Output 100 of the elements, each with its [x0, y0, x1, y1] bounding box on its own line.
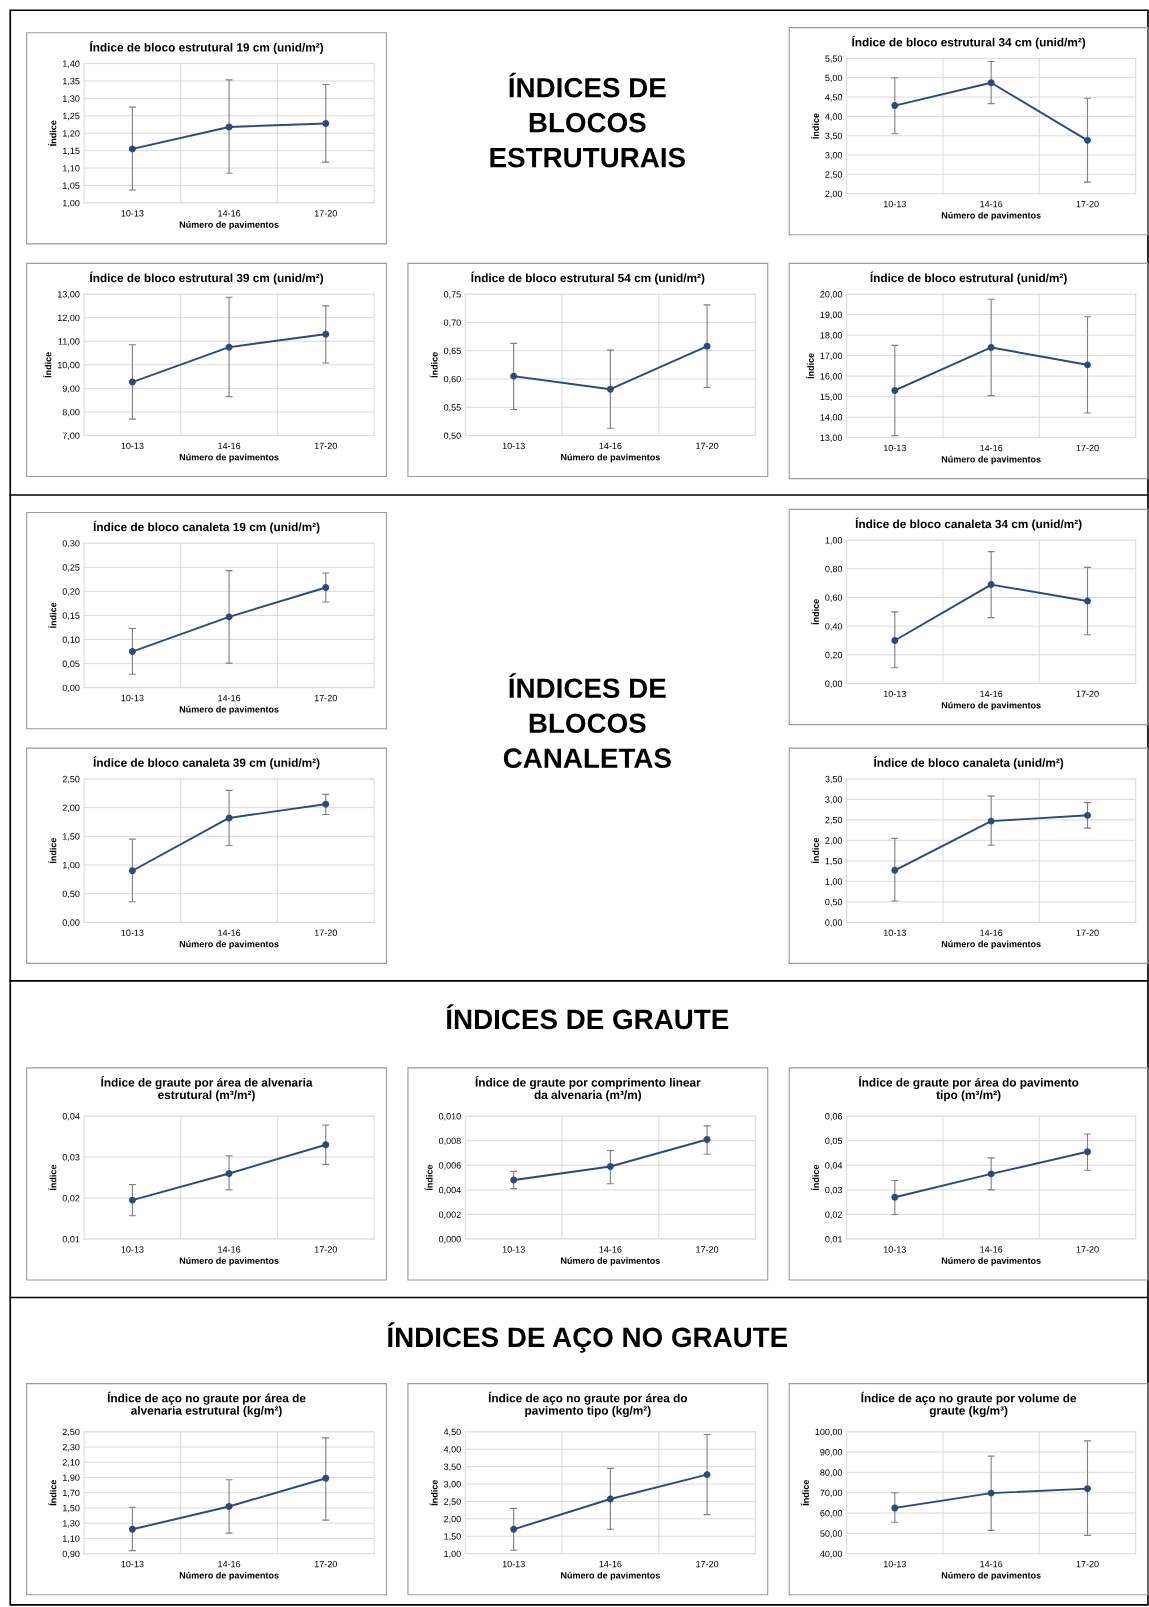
text: ÍNDICES DE BLOCOS ESTRUTURAIS: [490, 72, 685, 168]
x-tick-label: 10-13: [883, 200, 906, 208]
y-tick-label: 0,50: [62, 890, 80, 899]
x-tick-label: 10-13: [883, 1246, 906, 1253]
x-axis-title: Número de pavimentos: [179, 1571, 279, 1581]
y-tick-label: 0,06: [825, 1113, 843, 1121]
y-tick-label: 19,00: [820, 311, 843, 320]
x-tick-label: 10-13: [121, 694, 144, 702]
point: [322, 1474, 330, 1482]
point: [1084, 1485, 1091, 1493]
y-tick-label: 1,00: [63, 199, 80, 208]
point: [1084, 1148, 1091, 1156]
y-tick-label: 18,00: [820, 332, 843, 340]
x-tick-label: 10-13: [502, 1246, 525, 1253]
point: [322, 120, 330, 127]
y-tick-label: 2,50: [62, 775, 80, 784]
chart-title: Índice de bloco canaleta (unid/m²): [874, 756, 1064, 770]
x-axis-title: Número de pavimentos: [179, 1257, 279, 1266]
point: [891, 866, 899, 874]
x-axis-title: Número de pavimentos: [561, 1257, 660, 1266]
y-tick-label: 60,00: [820, 1510, 843, 1518]
x-axis-title: Número de pavimentos: [179, 705, 279, 715]
point: [987, 79, 995, 87]
y-tick-label: 0,55: [443, 404, 461, 412]
point: [128, 378, 136, 386]
y-tick-label: 2,00: [825, 837, 843, 845]
point: [322, 584, 330, 591]
y-tick-label: 0,90: [62, 1550, 80, 1559]
y-axis-title: Índice: [43, 352, 52, 378]
y-tick-label: 0,000: [438, 1236, 461, 1244]
y-tick-label: 3,00: [825, 152, 843, 160]
y-tick-label: 0,00: [62, 684, 80, 693]
point: [510, 1525, 518, 1533]
x-tick-label: 17-20: [696, 442, 719, 450]
x-tick-label: 14-16: [218, 1560, 241, 1568]
y-tick-label: 2,50: [825, 171, 843, 179]
x-axis-title: Número de pavimentos: [561, 453, 660, 463]
y-tick-label: 0,010: [438, 1113, 461, 1121]
point: [703, 1471, 711, 1479]
y-tick-label: 0,01: [825, 1236, 843, 1244]
y-tick-label: 0,20: [825, 651, 843, 660]
y-tick-label: 3,50: [825, 775, 843, 784]
point: [510, 1176, 518, 1184]
point: [891, 1504, 899, 1512]
x-tick-label: 17-20: [696, 1246, 719, 1253]
point: [1084, 811, 1091, 819]
point: [987, 581, 995, 589]
chart-title: Índice de bloco estrutural 54 cm (unid/m²): [471, 271, 705, 285]
y-tick-label: 1,20: [63, 130, 80, 138]
y-tick-label: 1,30: [63, 1520, 80, 1528]
y-tick-label: 2,00: [444, 1515, 461, 1524]
chart-title: Índice de aço no graute por volume de graute (kg/m³): [861, 1391, 1077, 1418]
y-tick-label: 0,15: [62, 612, 80, 620]
y-tick-label: 3,00: [825, 796, 843, 804]
x-axis-title: Número de pavimentos: [561, 1571, 660, 1581]
point: [225, 1170, 233, 1177]
y-tick-label: 1,50: [825, 857, 843, 866]
y-tick-label: 1,90: [63, 1474, 80, 1482]
point: [891, 637, 899, 645]
y-tick-label: 0,00: [825, 919, 843, 927]
y-tick-label: 80,00: [820, 1469, 843, 1477]
x-tick-label: 14-16: [980, 690, 1003, 698]
y-tick-label: 0,20: [62, 588, 80, 596]
y-tick-label: 13,00: [820, 434, 843, 443]
y-tick-label: 2,00: [825, 190, 843, 199]
point: [1084, 597, 1091, 605]
x-tick-label: 17-20: [314, 694, 337, 702]
chart-title: Índice de bloco estrutural 39 cm (unid/m²): [90, 271, 324, 285]
y-tick-label: 8,00: [62, 408, 80, 417]
x-tick-label: 14-16: [980, 929, 1003, 936]
y-tick-label: 0,01: [62, 1236, 80, 1244]
y-axis-title: Índice: [810, 599, 819, 625]
x-tick-label: 14-16: [218, 210, 241, 217]
y-tick-label: 3,00: [443, 1480, 461, 1489]
chart-title: Índice de aço no graute por área do pavimento tipo (kg/m²): [488, 1391, 688, 1418]
x-tick-label: 10-13: [883, 929, 906, 936]
text: ÍNDICES DE GRAUTE: [446, 1004, 729, 1030]
y-tick-label: 50,00: [820, 1530, 843, 1538]
y-axis-title: Índice: [48, 1164, 57, 1191]
x-axis-title: Número de pavimentos: [179, 221, 279, 230]
y-tick-label: 2,50: [62, 1428, 80, 1437]
x-tick-label: 17-20: [1076, 690, 1099, 698]
text: ÍNDICES DE BLOCOS CANALETAS: [503, 673, 671, 769]
point: [606, 1163, 614, 1170]
point: [891, 102, 899, 110]
y-tick-label: 0,70: [443, 319, 461, 327]
y-tick-label: 0,60: [443, 375, 461, 384]
point: [703, 342, 711, 350]
y-axis-title: Índice: [48, 837, 57, 864]
y-tick-label: 1,10: [63, 1535, 80, 1543]
y-tick-label: 0,65: [443, 347, 461, 356]
y-tick-label: 0,02: [825, 1211, 843, 1219]
point: [987, 1489, 995, 1497]
x-tick-label: 14-16: [980, 1560, 1003, 1568]
y-axis-title: Índice: [810, 1164, 819, 1191]
x-axis-title: Número de pavimentos: [941, 940, 1041, 950]
point: [987, 1170, 995, 1178]
x-tick-label: 14-16: [218, 929, 241, 936]
chart-title: Índice de aço no graute por área de alvenaria estrutural (kg/m²): [107, 1391, 306, 1418]
y-axis-title: Índice: [810, 837, 819, 864]
